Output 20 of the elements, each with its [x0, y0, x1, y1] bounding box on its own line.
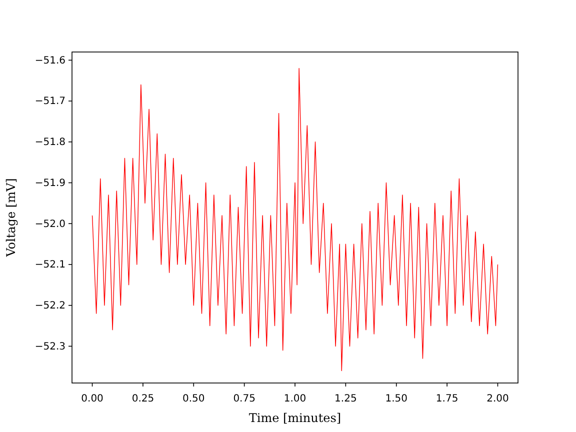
- x-tick-label: 0.25: [132, 394, 154, 404]
- x-tick-label: 0.75: [233, 394, 256, 404]
- line-series: [92, 68, 498, 372]
- x-tick-label: 1.25: [334, 394, 357, 404]
- y-tick-label: −52.0: [34, 218, 66, 230]
- x-tick-label: 0.50: [182, 394, 205, 404]
- x-tick-label: 2.00: [486, 394, 509, 404]
- y-tick-label: −51.9: [34, 178, 66, 189]
- y-tick-label: −51.7: [34, 96, 66, 108]
- y-axis-title: Voltage [mV]: [4, 178, 18, 258]
- x-tick-label: 0.00: [81, 394, 104, 404]
- y-tick-label: −52.3: [34, 341, 66, 352]
- x-axis-title: Time [minutes]: [248, 411, 342, 425]
- y-tick-label: −52.1: [34, 260, 66, 271]
- y-tick-label: −52.2: [34, 300, 66, 312]
- y-tick-label: −51.6: [34, 55, 66, 66]
- x-tick-label: 1.00: [284, 394, 306, 404]
- y-tick-label: −51.8: [34, 137, 66, 148]
- x-tick-label: 1.50: [385, 394, 408, 404]
- x-tick-label: 1.75: [436, 394, 458, 404]
